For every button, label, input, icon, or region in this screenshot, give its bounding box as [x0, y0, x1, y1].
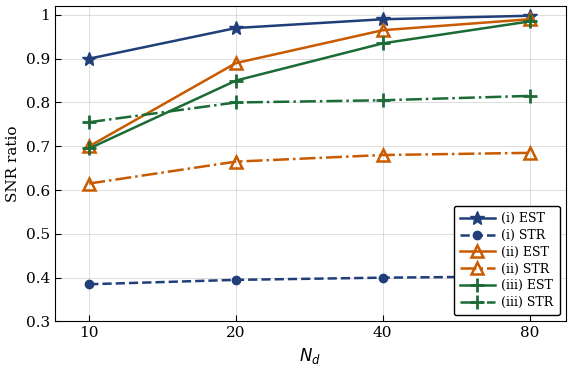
Line: (ii) EST: (ii) EST — [83, 13, 536, 153]
(i) STR — [379, 275, 386, 280]
Line: (iii) EST: (iii) EST — [82, 15, 537, 155]
(ii) STR — [86, 181, 93, 186]
(ii) EST — [379, 28, 386, 32]
Line: (ii) STR: (ii) STR — [83, 147, 536, 190]
(iii) STR — [379, 98, 386, 103]
Legend: (i) EST, (i) STR, (ii) EST, (ii) STR, (iii) EST, (iii) STR: (i) EST, (i) STR, (ii) EST, (ii) STR, (i… — [454, 206, 559, 315]
(i) EST — [379, 17, 386, 22]
(ii) STR — [526, 151, 533, 155]
(i) EST — [526, 13, 533, 18]
Line: (iii) STR: (iii) STR — [82, 89, 537, 129]
(i) STR — [526, 274, 533, 279]
(i) EST — [233, 26, 240, 30]
(ii) EST — [233, 61, 240, 65]
(iii) EST — [379, 41, 386, 46]
(iii) STR — [526, 94, 533, 98]
X-axis label: $N_d$: $N_d$ — [299, 346, 321, 366]
(iii) EST — [233, 78, 240, 83]
(ii) STR — [379, 153, 386, 157]
(i) STR — [86, 282, 93, 286]
(iii) EST — [526, 19, 533, 24]
(iii) STR — [86, 120, 93, 124]
(iii) STR — [233, 100, 240, 105]
Line: (i) STR: (i) STR — [85, 272, 534, 288]
(iii) EST — [86, 146, 93, 151]
(ii) STR — [233, 159, 240, 164]
(ii) EST — [86, 144, 93, 148]
(i) EST — [86, 57, 93, 61]
Y-axis label: SNR ratio: SNR ratio — [6, 125, 20, 202]
(ii) EST — [526, 17, 533, 22]
Line: (i) EST: (i) EST — [82, 9, 537, 65]
(i) STR — [233, 278, 240, 282]
